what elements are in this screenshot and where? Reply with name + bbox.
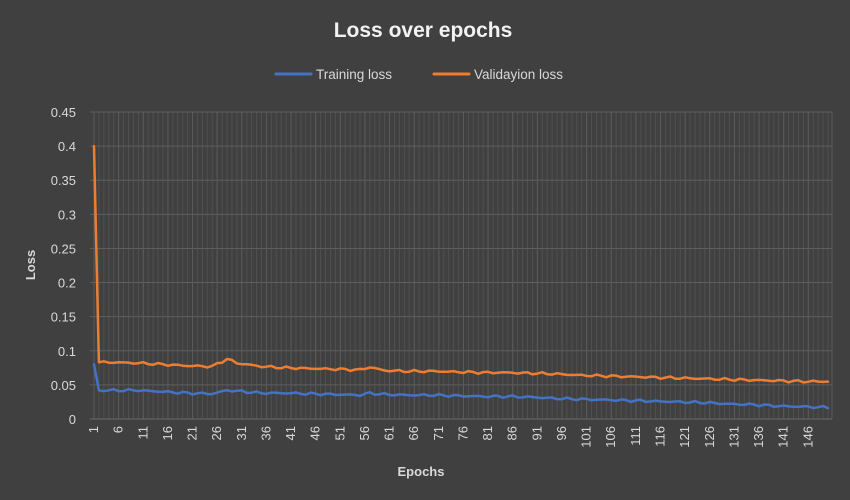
legend-label-training: Training loss xyxy=(316,67,392,82)
series-lines xyxy=(92,144,830,410)
x-tick-label: 11 xyxy=(135,426,150,440)
x-tick-label: 16 xyxy=(160,426,175,440)
series-line-validation-loss xyxy=(92,144,830,384)
y-tick-label: 0.35 xyxy=(51,173,76,188)
x-axis-title: Epochs xyxy=(398,464,445,479)
x-tick-label: 131 xyxy=(726,426,741,448)
x-tick-label: 46 xyxy=(308,426,323,440)
x-tick-label: 91 xyxy=(529,426,544,440)
x-tick-label: 111 xyxy=(628,426,643,446)
x-tick-label: 81 xyxy=(480,426,495,440)
x-tick-label: 41 xyxy=(283,426,298,440)
x-tick-label: 51 xyxy=(332,426,347,440)
y-tick-label: 0.15 xyxy=(51,310,76,325)
x-tick-label: 96 xyxy=(554,426,569,440)
x-tick-label: 6 xyxy=(111,426,126,433)
x-tick-label: 61 xyxy=(382,426,397,440)
x-tick-label: 136 xyxy=(751,426,766,448)
x-axis-ticks: 1 6 11 16 21 26 31 36 41 46 51 56 61 66 71 76 81 86 91 96 10… xyxy=(86,426,815,448)
y-tick-label: 0.45 xyxy=(51,105,76,120)
y-tick-label: 0.25 xyxy=(51,241,76,256)
x-tick-label: 26 xyxy=(209,426,224,440)
gridlines xyxy=(90,111,833,420)
x-tick-label: 146 xyxy=(800,426,815,448)
y-tick-label: 0.1 xyxy=(58,344,76,359)
chart-title: Loss over epochs xyxy=(334,19,513,42)
x-tick-label: 66 xyxy=(406,426,421,440)
x-tick-label: 126 xyxy=(702,426,717,448)
x-tick-label: 71 xyxy=(431,426,446,440)
x-tick-label: 116 xyxy=(653,426,668,447)
y-tick-label: 0.4 xyxy=(58,139,76,154)
y-tick-label: 0.05 xyxy=(51,378,76,393)
y-axis-title: Loss xyxy=(23,250,38,280)
x-tick-label: 36 xyxy=(258,426,273,440)
y-tick-label: 0 xyxy=(69,412,76,427)
y-tick-label: 0.2 xyxy=(58,276,76,291)
x-tick-label: 1 xyxy=(86,426,101,433)
series-line-training-loss xyxy=(92,363,830,410)
x-tick-label: 101 xyxy=(579,426,594,448)
legend-label-validation: Validayion loss xyxy=(474,67,563,82)
x-tick-label: 106 xyxy=(603,426,618,448)
y-axis-ticks: 0 0.05 0.1 0.15 0.2 0.25 0.3 0.35 0.4 0.45 xyxy=(51,105,76,427)
x-tick-label: 76 xyxy=(455,426,470,440)
x-tick-label: 31 xyxy=(234,426,249,440)
x-tick-label: 121 xyxy=(677,426,692,448)
x-tick-label: 86 xyxy=(505,426,520,440)
x-tick-label: 56 xyxy=(357,426,372,440)
legend: Training loss Validayion loss xyxy=(274,67,563,82)
x-tick-label: 21 xyxy=(185,426,200,440)
y-tick-label: 0.3 xyxy=(58,207,76,222)
x-tick-label: 141 xyxy=(776,426,791,448)
